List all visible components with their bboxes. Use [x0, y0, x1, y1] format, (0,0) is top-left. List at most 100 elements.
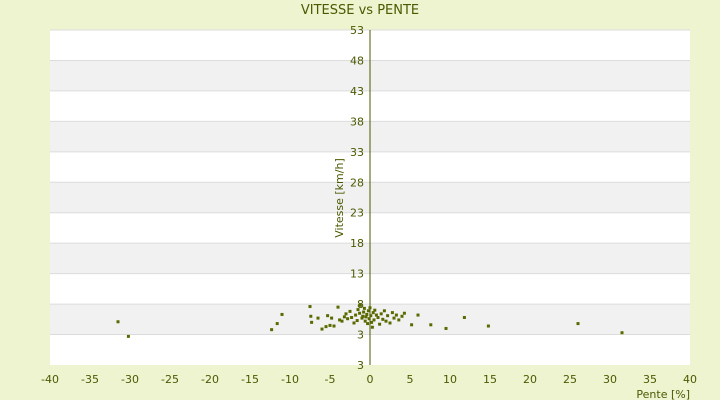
data-point	[350, 315, 354, 319]
data-point	[326, 314, 330, 318]
y-tick-label: 3	[357, 329, 364, 342]
y-tick-label: 3	[357, 359, 364, 372]
data-point	[462, 315, 466, 319]
data-point	[366, 322, 370, 326]
data-point	[365, 312, 369, 316]
data-point	[364, 315, 368, 319]
data-point	[369, 314, 373, 318]
data-point	[344, 312, 348, 316]
y-tick-label: 48	[350, 54, 364, 67]
x-tick-label: -40	[41, 373, 59, 386]
x-tick-label: 35	[643, 373, 657, 386]
data-point	[370, 320, 374, 324]
x-tick-label: 25	[563, 373, 577, 386]
x-tick-label: 40	[683, 373, 697, 386]
data-point	[402, 311, 406, 315]
y-tick-label: 18	[350, 237, 364, 250]
data-point	[309, 314, 313, 318]
x-tick-label: 0	[367, 373, 374, 386]
y-axis-label: Vitesse [km/h]	[333, 158, 346, 238]
data-point	[388, 321, 392, 325]
x-tick-label: -5	[325, 373, 336, 386]
data-point	[362, 306, 366, 310]
data-point	[620, 331, 624, 335]
data-points	[116, 303, 624, 338]
data-point	[444, 326, 448, 330]
data-point	[381, 317, 385, 321]
data-point	[373, 308, 377, 312]
data-point	[486, 324, 490, 328]
data-point	[362, 310, 366, 314]
data-point	[354, 313, 358, 317]
data-point	[280, 312, 284, 316]
data-point	[126, 334, 130, 338]
data-point	[410, 323, 414, 327]
data-point	[576, 322, 580, 326]
data-point	[346, 317, 350, 321]
data-point	[397, 318, 401, 322]
data-point	[392, 316, 396, 320]
data-point	[363, 319, 367, 323]
x-tick-label: -15	[241, 373, 259, 386]
x-tick-label: -20	[201, 373, 219, 386]
y-tick-label: 13	[350, 268, 364, 281]
data-point	[348, 309, 352, 313]
data-point	[374, 313, 378, 317]
data-point	[358, 303, 362, 307]
data-point	[394, 313, 398, 317]
data-point	[338, 318, 342, 322]
y-tick-label: 38	[350, 115, 364, 128]
data-point	[368, 306, 372, 310]
data-point	[270, 328, 274, 332]
x-tick-label: -10	[281, 373, 299, 386]
x-tick-label: 10	[443, 373, 457, 386]
y-tick-label: 23	[350, 207, 364, 220]
data-point	[367, 317, 371, 321]
data-point	[352, 321, 356, 325]
data-point	[310, 320, 314, 324]
y-tick-label: 53	[350, 24, 364, 37]
data-point	[366, 309, 370, 313]
data-point	[336, 305, 340, 309]
x-axis-label: Pente [%]	[636, 388, 690, 400]
x-tick-label: 20	[523, 373, 537, 386]
data-point	[332, 324, 336, 328]
data-point	[340, 319, 344, 323]
data-point	[355, 319, 359, 323]
data-point	[416, 313, 420, 317]
data-point	[342, 315, 346, 319]
data-point	[370, 325, 374, 329]
data-point	[275, 322, 279, 326]
data-point	[386, 314, 390, 318]
data-point	[376, 315, 380, 319]
data-point	[382, 309, 386, 313]
y-tick-label: 43	[350, 85, 364, 98]
data-point	[320, 327, 324, 331]
data-point	[379, 312, 383, 316]
data-point	[116, 320, 120, 324]
data-point	[400, 314, 404, 318]
data-point	[378, 322, 382, 326]
data-point	[316, 316, 320, 320]
data-point	[372, 318, 376, 322]
data-point	[356, 308, 360, 312]
chart-title: VITESSE vs PENTE	[301, 3, 419, 18]
x-tick-label: -35	[81, 373, 99, 386]
x-tick-label: 5	[407, 373, 414, 386]
data-point	[384, 319, 388, 323]
data-point	[328, 323, 332, 327]
data-point	[429, 323, 433, 327]
data-point	[360, 316, 364, 320]
y-tick-label: 33	[350, 146, 364, 159]
data-point	[361, 314, 365, 318]
x-tick-label: -30	[121, 373, 139, 386]
data-point	[390, 311, 394, 315]
data-point	[308, 305, 312, 309]
x-tick-label: 30	[603, 373, 617, 386]
y-tick-label: 28	[350, 176, 364, 189]
data-point	[324, 325, 328, 329]
data-point	[330, 316, 334, 320]
x-tick-label: 15	[483, 373, 497, 386]
data-point	[371, 311, 375, 315]
